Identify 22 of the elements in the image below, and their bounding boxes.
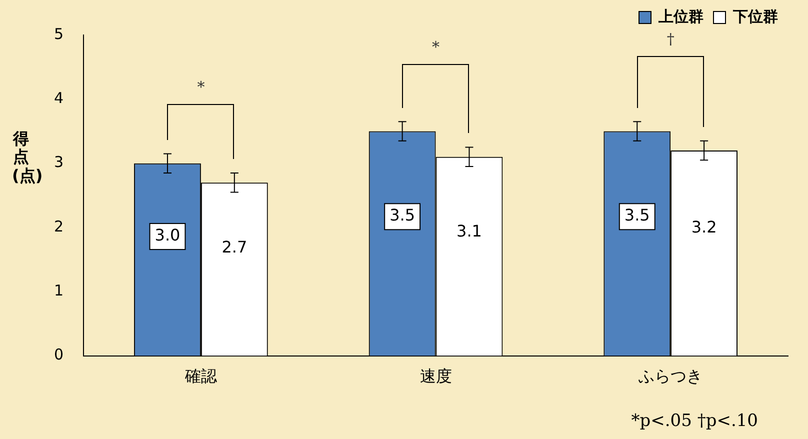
annotation: *	[196, 78, 206, 96]
y-tick-label: 4	[54, 89, 64, 108]
x-tick-label: 速度	[420, 366, 452, 386]
x-tick-label: 確認	[184, 366, 217, 386]
y-tick-label: 0	[54, 346, 64, 364]
annotation: *	[431, 38, 441, 56]
data-label: 3.0	[154, 226, 180, 245]
data-label: 3.1	[456, 222, 482, 241]
y-tick-label: 3	[54, 153, 64, 172]
data-label: 3.5	[624, 206, 650, 225]
annotation: †	[666, 30, 676, 48]
legend-label: 下位群	[732, 7, 778, 26]
data-label: 3.2	[691, 218, 717, 237]
data-label: 3.5	[390, 206, 416, 225]
text: *p<.05 †p<.10	[631, 411, 758, 431]
y-axis-title: 得点(点)	[12, 129, 43, 186]
data-label: 2.7	[222, 238, 248, 257]
y-tick-label: 1	[54, 282, 64, 300]
x-tick-label: ふらつき	[638, 366, 703, 386]
y-tick-label: 2	[54, 217, 64, 236]
y-tick-label: 5	[54, 24, 64, 43]
legend-label: 上位群	[658, 7, 704, 26]
